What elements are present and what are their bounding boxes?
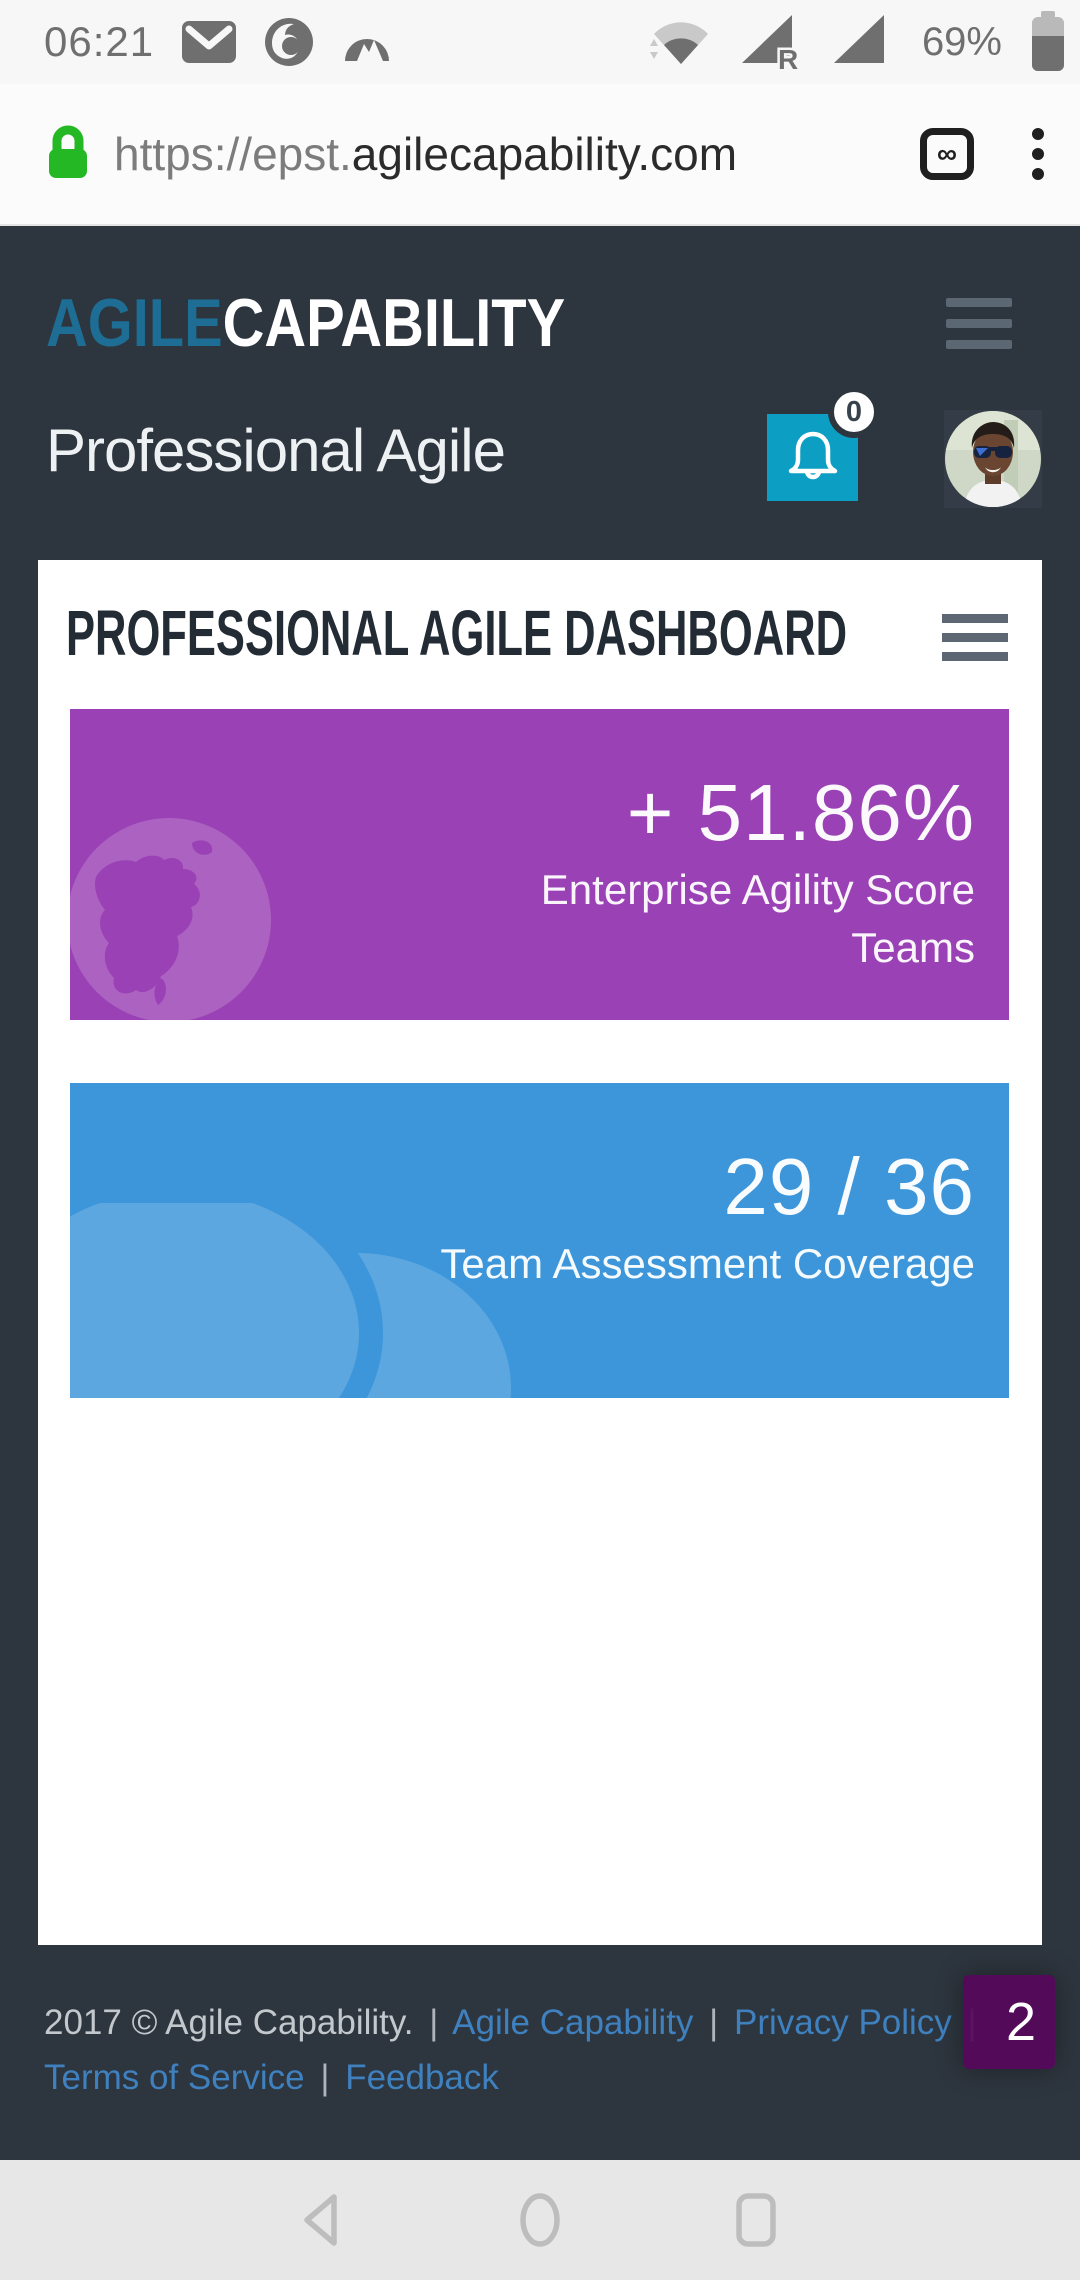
url-scheme: https://epst. xyxy=(114,128,352,180)
cell-signal-icon xyxy=(832,13,888,71)
footer-link-agile-capability[interactable]: Agile Capability xyxy=(452,2003,694,2042)
footer-link-terms-of-service[interactable]: Terms of Service xyxy=(44,2058,305,2097)
metric-value: 29 / 36 xyxy=(723,1142,975,1231)
back-button[interactable] xyxy=(293,2189,355,2251)
metric-card-team-assessment[interactable]: 29 / 36 Team Assessment Coverage xyxy=(70,1083,1009,1398)
firefox-notification-icon xyxy=(264,17,314,67)
dashboard-title: PROFESSIONAL AGILE DASHBOARD xyxy=(66,597,848,669)
url-domain: agilecapability.com xyxy=(351,128,738,180)
page-title: Professional Agile xyxy=(46,417,506,484)
wifi-icon xyxy=(646,14,712,70)
clock: 06:21 xyxy=(44,18,155,65)
home-button[interactable] xyxy=(509,2189,571,2251)
footer-separator: | xyxy=(709,2003,719,2042)
url-text[interactable]: https://epst.agilecapability.com xyxy=(114,127,737,181)
recent-apps-button[interactable] xyxy=(725,2189,787,2251)
dashboard-panel: PROFESSIONAL AGILE DASHBOARD + 51.86% En… xyxy=(38,560,1042,1945)
metric-value: + 51.86% xyxy=(626,768,975,857)
gmail-notification-icon xyxy=(182,21,237,63)
bell-icon xyxy=(785,426,841,489)
user-avatar[interactable] xyxy=(944,410,1042,508)
notification-count-badge: 0 xyxy=(828,386,880,438)
status-bar: 06:21 xyxy=(0,0,1080,84)
metric-label: Team Assessment Coverage xyxy=(440,1240,975,1287)
footer-separator: | xyxy=(320,2058,330,2097)
logo-agile-text: AGILE xyxy=(46,285,223,361)
globe-icon xyxy=(70,815,274,1020)
site-footer: 2017 © Agile Capability. | Agile Capabil… xyxy=(44,1995,1054,2105)
metric-label: Enterprise Agility Score xyxy=(540,866,975,913)
tab-count-label: ∞ xyxy=(920,128,974,180)
tab-counter-button[interactable]: ∞ xyxy=(920,128,974,180)
cell-signal-roaming-icon: R xyxy=(740,13,804,71)
logo-capability-text: CAPABILITY xyxy=(222,285,566,361)
metric-sublabel: Teams xyxy=(851,924,975,971)
copyright-text: 2017 © Agile Capability. xyxy=(44,2003,414,2042)
secure-lock-icon[interactable] xyxy=(44,122,92,187)
footer-link-privacy-policy[interactable]: Privacy Policy xyxy=(733,2003,952,2042)
metric-card-enterprise-agility[interactable]: + 51.86% Enterprise Agility Score Teams xyxy=(70,709,1009,1020)
vpn-notification-icon xyxy=(342,17,392,67)
svg-text:R: R xyxy=(778,44,798,71)
android-navigation-bar xyxy=(0,2160,1080,2280)
site-logo[interactable]: AGILECAPABILITY xyxy=(46,284,565,362)
page-count-badge[interactable]: 2 xyxy=(963,1975,1055,2069)
browser-url-bar[interactable]: https://epst.agilecapability.com ∞ xyxy=(0,84,1080,226)
dashboard-menu-button[interactable] xyxy=(938,610,1012,665)
footer-link-feedback[interactable]: Feedback xyxy=(345,2058,499,2097)
battery-percent-label: 69% xyxy=(921,19,1002,64)
browser-menu-button[interactable] xyxy=(1026,122,1050,186)
battery-icon xyxy=(1030,11,1066,73)
site-menu-button[interactable] xyxy=(942,294,1016,353)
footer-separator: | xyxy=(429,2003,439,2042)
